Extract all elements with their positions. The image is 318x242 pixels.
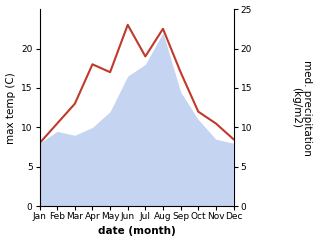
X-axis label: date (month): date (month): [98, 227, 176, 236]
Y-axis label: med. precipitation
(kg/m2): med. precipitation (kg/m2): [291, 60, 313, 156]
Y-axis label: max temp (C): max temp (C): [5, 72, 16, 144]
